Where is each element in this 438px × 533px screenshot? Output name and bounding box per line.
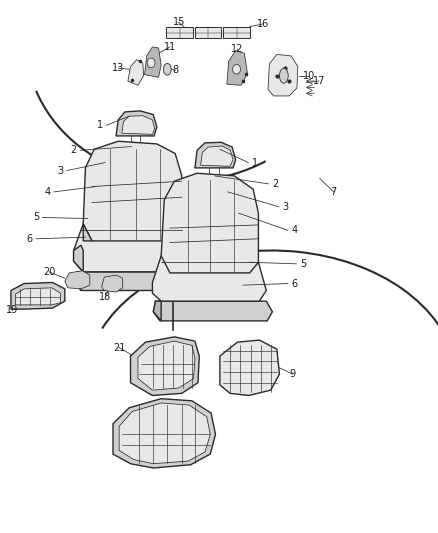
- Polygon shape: [201, 146, 233, 166]
- Bar: [195, 27, 221, 38]
- Text: 18: 18: [99, 293, 111, 302]
- Text: 10: 10: [303, 71, 315, 80]
- Text: 2: 2: [71, 146, 77, 155]
- Polygon shape: [128, 60, 144, 85]
- Polygon shape: [83, 224, 92, 241]
- Polygon shape: [74, 272, 81, 290]
- Polygon shape: [74, 224, 191, 272]
- Text: 3: 3: [57, 166, 64, 175]
- Text: 7: 7: [331, 187, 337, 197]
- Polygon shape: [122, 116, 155, 134]
- Text: 4: 4: [44, 187, 50, 197]
- Text: 6: 6: [291, 279, 297, 288]
- Text: 1: 1: [252, 158, 258, 167]
- Polygon shape: [119, 403, 210, 464]
- Text: 12: 12: [231, 44, 244, 54]
- Polygon shape: [65, 271, 90, 289]
- Polygon shape: [113, 399, 215, 468]
- Text: 9: 9: [290, 369, 296, 379]
- Polygon shape: [152, 256, 266, 301]
- Ellipse shape: [233, 64, 240, 74]
- Polygon shape: [145, 47, 161, 77]
- Text: 13: 13: [112, 63, 124, 73]
- Text: 16: 16: [257, 19, 269, 29]
- Bar: [166, 27, 193, 38]
- Ellipse shape: [163, 63, 171, 75]
- Polygon shape: [131, 337, 199, 395]
- Text: 3: 3: [283, 202, 289, 212]
- Polygon shape: [220, 340, 279, 395]
- Polygon shape: [227, 51, 247, 85]
- Text: 6: 6: [27, 234, 33, 244]
- Polygon shape: [11, 282, 65, 309]
- Polygon shape: [116, 111, 157, 136]
- Text: 19: 19: [6, 305, 18, 315]
- Text: 2: 2: [272, 179, 278, 189]
- Text: 20: 20: [43, 267, 55, 277]
- Polygon shape: [153, 301, 161, 321]
- Text: 1: 1: [97, 120, 103, 130]
- Text: 5: 5: [300, 259, 306, 269]
- Polygon shape: [74, 272, 197, 290]
- Polygon shape: [161, 173, 258, 273]
- Polygon shape: [153, 301, 272, 321]
- Polygon shape: [15, 288, 60, 305]
- Polygon shape: [195, 142, 236, 168]
- Bar: [223, 27, 250, 38]
- Text: 15: 15: [173, 18, 185, 27]
- Polygon shape: [74, 245, 83, 272]
- Text: 8: 8: [172, 66, 178, 75]
- Polygon shape: [102, 275, 123, 292]
- Text: 17: 17: [313, 76, 325, 86]
- Text: 11: 11: [164, 42, 176, 52]
- Ellipse shape: [147, 58, 155, 68]
- Text: 4: 4: [291, 225, 297, 235]
- Text: 21: 21: [113, 343, 125, 352]
- Text: 5: 5: [33, 213, 39, 222]
- Ellipse shape: [279, 68, 288, 83]
- Polygon shape: [268, 54, 298, 96]
- Polygon shape: [138, 341, 195, 390]
- Polygon shape: [83, 141, 182, 241]
